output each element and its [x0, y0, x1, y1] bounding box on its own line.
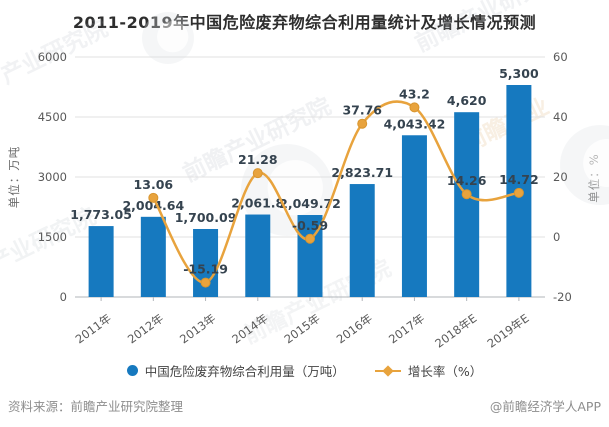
left-axis-tick-label: 3000 [38, 170, 67, 184]
watermark-logo-icon [241, 144, 333, 236]
growth-point-marker [252, 168, 263, 179]
watermark-text: 前瞻产业研究院 [411, 0, 568, 57]
bar-value-label: 4,043.42 [384, 116, 446, 131]
legend-label-growth: 增长率（%） [407, 364, 483, 379]
bar-value-label: 4,620 [447, 93, 487, 108]
x-axis-label: 2011年 [73, 311, 114, 346]
bar-value-label: 2,823.71 [331, 165, 393, 180]
right-axis-tick-label: 20 [553, 170, 568, 184]
growth-value-label: 43.2 [399, 86, 430, 101]
x-axis-label: 2016年 [334, 311, 375, 346]
growth-point-marker [461, 189, 472, 200]
bar-value-label: 1,773.05 [70, 207, 132, 222]
watermark-logo-icon [560, 125, 609, 205]
bar-value-label: 5,300 [499, 66, 539, 81]
bar-series-marker-icon [126, 365, 138, 376]
right-axis-tick-label: 0 [553, 230, 560, 244]
growth-value-label: -0.59 [292, 218, 328, 233]
x-axis-label: 2017年 [386, 311, 427, 346]
bar-value-label: 2,049.72 [279, 196, 341, 211]
growth-point-marker [200, 277, 211, 288]
growth-value-label: -15.19 [183, 262, 228, 277]
watermark-logo-icon [583, 139, 609, 187]
growth-value-label: 13.06 [134, 177, 174, 192]
left-axis-tick-label: 1500 [38, 230, 67, 244]
growth-value-label: 21.28 [238, 152, 278, 167]
chart-title: 2011-2019年中国危险废弃物综合利用量统计及增长情况预测 [72, 13, 537, 32]
left-axis-tick-label: 0 [60, 290, 67, 304]
bar [140, 216, 166, 297]
x-axis-label: 2013年 [177, 311, 218, 346]
bar [245, 214, 271, 297]
right-axis-tick-label: 60 [553, 50, 568, 64]
bar-value-label: 2,061.8 [231, 196, 284, 211]
chart-legend: 中国危险废弃物综合利用量（万吨） 增长率（%） [0, 361, 609, 380]
legend-label-utilization: 中国危险废弃物综合利用量（万吨） [144, 364, 345, 379]
bar [401, 135, 427, 297]
bar [349, 184, 375, 297]
right-axis-tick-label: -20 [553, 290, 572, 304]
chart-footer: 资料来源：前瞻产业研究院整理 @前瞻经济学人APP [0, 396, 609, 415]
credit-note: @前瞻经济学人APP [489, 399, 601, 414]
growth-value-label: 14.26 [447, 173, 487, 188]
source-note: 资料来源：前瞻产业研究院整理 [8, 399, 184, 414]
right-axis-tick-label: 40 [553, 110, 568, 124]
bar-value-label: 1,700.09 [175, 210, 237, 225]
legend-item-growth: 增长率（%） [374, 361, 483, 380]
x-axis-label: 2018年E [432, 311, 479, 351]
growth-point-marker [409, 102, 420, 113]
x-axis-label: 2019年E [485, 311, 532, 351]
left-axis-tick-label: 4500 [38, 110, 67, 124]
left-axis-tick-label: 6000 [38, 50, 67, 64]
growth-point-marker [513, 187, 524, 198]
growth-value-label: 14.72 [499, 172, 539, 187]
x-axis-label: 2012年 [125, 311, 166, 346]
growth-value-label: 37.76 [342, 103, 382, 118]
growth-point-marker [148, 192, 159, 203]
bar [454, 112, 480, 297]
bar-value-label: 2,004.64 [122, 198, 184, 213]
line-series-marker-icon [374, 364, 401, 377]
watermark-logo-icon [142, 12, 194, 64]
growth-point-marker [305, 233, 315, 244]
growth-point-marker [357, 118, 368, 129]
legend-item-utilization: 中国危险废弃物综合利用量（万吨） [126, 361, 345, 380]
bar [88, 226, 114, 297]
watermark-logo-icon [157, 21, 189, 53]
